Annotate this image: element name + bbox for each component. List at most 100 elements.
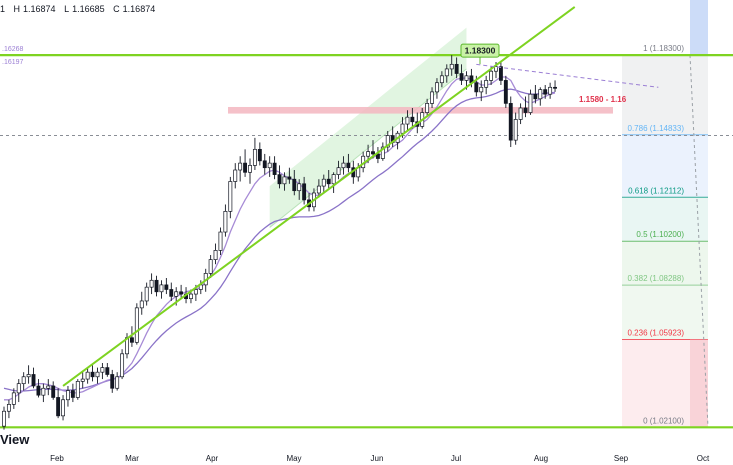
fib-label-0.236: 0.236 (1.05923)	[628, 328, 685, 337]
fib-extension-zone	[690, 0, 708, 56]
resistance-zone	[228, 106, 613, 114]
candle-body	[380, 146, 385, 159]
support-trendline	[62, 6, 576, 387]
candle-body	[2, 410, 6, 427]
candle-body	[484, 80, 489, 88]
candle-body	[16, 383, 21, 394]
candle-body	[282, 176, 287, 185]
candle-body	[498, 66, 503, 81]
candle-body	[95, 371, 100, 378]
candle-body	[292, 178, 297, 192]
candle-body	[193, 289, 198, 295]
candle-body	[435, 82, 439, 93]
fib-diagonal	[689, 55, 709, 428]
candle-body	[179, 291, 184, 295]
candle-body	[430, 91, 434, 104]
candle-body	[238, 162, 243, 171]
fib-zone-0.618	[622, 197, 708, 242]
candle-body	[513, 119, 518, 141]
candle-body	[454, 63, 459, 74]
fib-label-0: 0 (1.02100)	[643, 416, 684, 425]
candle-body	[11, 392, 16, 405]
candle-body	[31, 374, 36, 387]
candle-body	[174, 291, 179, 297]
candle-body	[479, 86, 484, 93]
candle-body	[371, 151, 375, 155]
candle-body	[243, 162, 248, 173]
candle-body	[543, 89, 548, 95]
candle-body	[405, 116, 410, 125]
candle-body	[459, 73, 464, 81]
candle-body	[134, 307, 139, 343]
candle-body	[100, 367, 105, 373]
watermark-text: View	[0, 432, 30, 447]
fib-label-0.618: 0.618 (1.12112)	[628, 186, 684, 195]
horizontal-levels[interactable]: 1.1580 - 1.16	[0, 54, 733, 429]
x-tick-feb: Feb	[50, 454, 64, 463]
candle-body	[366, 151, 371, 157]
fib-label-0.5: 0.5 (1.10200)	[636, 230, 684, 239]
candle-body	[538, 89, 543, 100]
chart-labels: 1.18300	[460, 43, 500, 65]
candle-body	[331, 174, 336, 185]
candle-body	[528, 93, 533, 113]
candle-body	[326, 178, 331, 185]
candle-body	[503, 80, 508, 104]
candle-body	[75, 381, 80, 398]
candle-body	[439, 75, 444, 84]
candle-body	[297, 183, 302, 192]
candle-body	[208, 259, 213, 274]
candle-body	[51, 385, 56, 398]
candle-body	[70, 390, 75, 398]
fib-label-0.786: 0.786 (1.14833)	[628, 124, 685, 133]
candle-body	[336, 167, 341, 175]
ohlc-low: L 1.16685	[64, 4, 105, 14]
candle-body	[105, 367, 110, 375]
candle-body	[144, 286, 149, 302]
candle-body	[346, 162, 351, 169]
fibonacci-retracement[interactable]: 1 (1.18300) 0.786 (1.14833) 0.618 (1.12112…	[622, 0, 709, 428]
candle-body	[223, 211, 228, 233]
x-tick-jun: Jun	[371, 454, 384, 463]
candle-body	[316, 185, 321, 194]
candle-body	[533, 93, 538, 100]
candle-body	[267, 162, 272, 169]
candle-body	[120, 353, 125, 378]
candle-body	[169, 289, 174, 297]
candle-body	[425, 103, 430, 113]
resistance-zone-label: 1.1580 - 1.16	[579, 95, 627, 104]
candle-body	[464, 75, 469, 81]
candle-body	[56, 397, 61, 417]
candle-body	[449, 63, 454, 70]
x-tick-mar: Mar	[125, 454, 139, 463]
candle-body	[26, 374, 31, 378]
x-tick-aug: Aug	[534, 454, 548, 463]
ohlc-high: H 1.16874	[13, 4, 56, 14]
candle-body	[287, 176, 292, 180]
price-tag-label: 1.18300	[465, 46, 496, 56]
candle-body	[494, 66, 498, 72]
candle-body	[233, 169, 238, 182]
candle-body	[489, 70, 494, 81]
candle-body	[36, 385, 41, 396]
ma-value-b: .16197	[2, 59, 24, 66]
candle-body	[302, 183, 307, 201]
x-tick-sep: Sep	[614, 454, 629, 463]
candle-body	[164, 284, 169, 290]
candle-body	[252, 148, 257, 166]
fib-lower-zone	[690, 339, 708, 428]
moving-average-slow	[3, 88, 556, 392]
moving-averages	[3, 76, 556, 401]
candle-body	[257, 148, 262, 162]
candle-body	[410, 116, 415, 123]
ma-value-a: .16268	[2, 46, 24, 53]
candle-body	[80, 378, 85, 382]
candle-body	[385, 135, 390, 148]
trendlines[interactable]	[62, 6, 659, 387]
candle-body	[228, 181, 233, 212]
moving-average-fast	[4, 76, 556, 401]
fib-zone-0.382	[622, 285, 708, 340]
fib-zone-0.5	[622, 241, 708, 286]
candle-body	[149, 279, 154, 288]
